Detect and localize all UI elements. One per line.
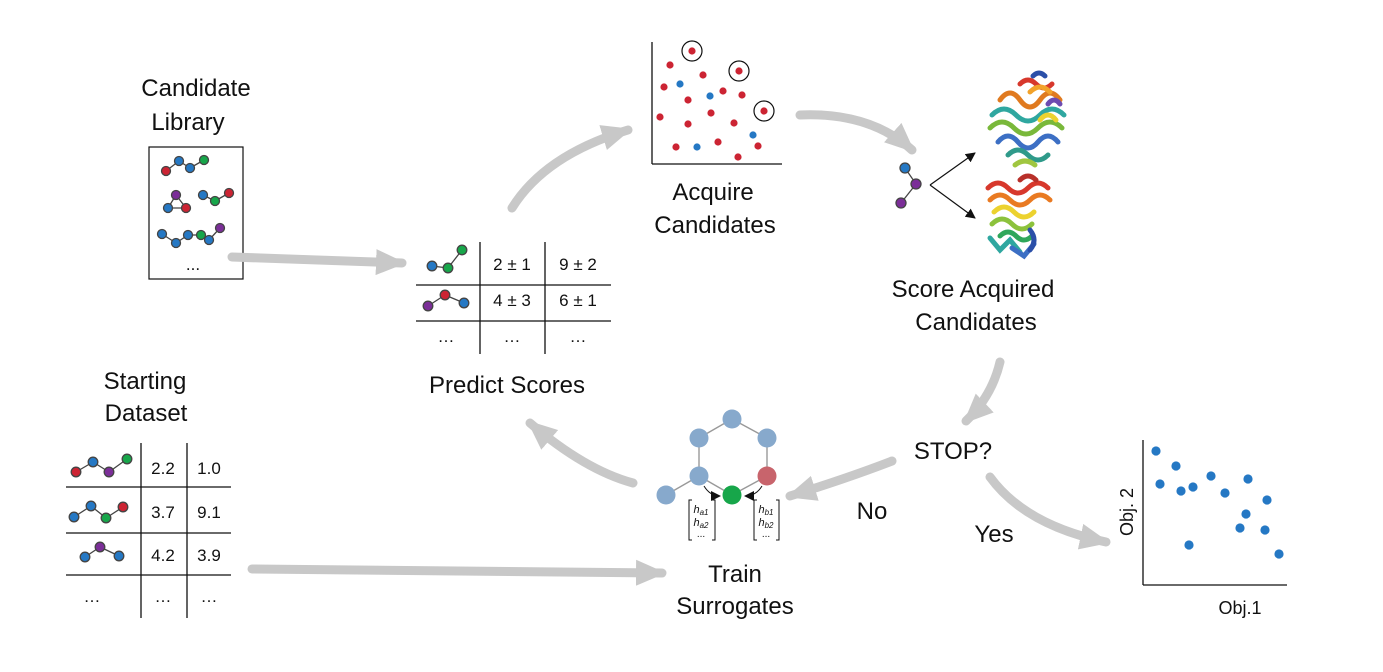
starting-dataset-section: Starting Dataset 2.2 1.0 3.7 9.1 4.2 3.9… [66,368,231,618]
molecule-graph-icon [197,187,235,207]
no-label: No [857,498,888,525]
table-cell: 3.7 [151,503,175,522]
acquire-candidates-section: Acquire Candidates [651,40,782,239]
table-cell: 1.0 [197,459,221,478]
arrow-predict-to-acquire [507,125,633,213]
train-surrogates-title-line2: Surrogates [676,593,793,620]
train-surrogates-title-line1: Train [708,561,762,588]
molecule-graph-icon [203,222,226,246]
vector-entry: ha1 [693,504,708,517]
branch-arrow [929,184,976,219]
table-cell: … [570,327,587,346]
molecule-graph-icon [426,244,468,274]
table-cell: 4 ± 3 [493,291,531,310]
table-cell: … [84,587,101,606]
pareto-xlabel: Obj.1 [1218,598,1261,618]
molecule-graph-icon [895,162,922,209]
table-cell: … [155,587,172,606]
predict-scores-label: Predict Scores [429,372,585,399]
arrow-stop-to-pareto [985,472,1111,550]
table-cell: 9.1 [197,503,221,522]
vector-entry: hb2 [758,517,774,530]
library-ellipsis: ... [186,255,200,274]
molecule-graph-icon [422,289,470,312]
arrow-stop-to-train [785,456,897,501]
table-cell: 9 ± 2 [559,255,597,274]
table-cell: 3.9 [197,546,221,565]
hidden-vector-right: hb1 hb2 ... [753,499,780,541]
branch-arrow [929,152,976,186]
starting-dataset-title-line1: Starting [104,368,187,395]
scatter-points [656,40,775,161]
candidate-library-title-line1: Candidate [141,75,250,102]
molecule-graph-icon [160,154,210,177]
pareto-plot-section: Obj.1 Obj. 2 [1117,440,1287,618]
message-arrow [703,485,721,501]
score-acquired-section: Score Acquired Candidates [892,70,1067,336]
graph-nodes [656,409,777,505]
flow-arrows [227,110,1111,586]
acquire-candidates-title-line1: Acquire [672,179,753,206]
starting-dataset-title-line2: Dataset [105,400,188,427]
vector-entry: hb1 [758,504,773,517]
table-cell: … [438,327,455,346]
table-cell: … [201,587,218,606]
arrow-dataset-to-train [247,559,667,586]
arrow-train-to-predict [525,418,638,488]
molecule-graph-icon [68,500,129,524]
stop-label: STOP? [914,438,992,465]
vector-entry: ha2 [693,517,709,530]
candidate-library-section: Candidate Library ... [141,75,251,280]
molecule-graph-icon [156,228,207,249]
pareto-ylabel: Obj. 2 [1117,488,1137,536]
score-acquired-title-line2: Candidates [915,309,1036,336]
protein-structure-icon [987,70,1067,168]
arrow-score-to-stop [961,357,1005,426]
table-cell: 2.2 [151,459,175,478]
score-acquired-title-line1: Score Acquired [892,276,1055,303]
predict-scores-section: 2 ± 1 9 ± 2 4 ± 3 6 ± 1 … … … Predict Sc… [416,242,611,399]
pareto-points [1151,446,1284,559]
message-arrow [744,485,763,501]
molecule-graph-icon [70,453,133,478]
vector-entry: ... [762,529,770,540]
graph-edges [665,418,768,496]
molecule-graph-icon [162,189,192,214]
table-cell: 4.2 [151,546,175,565]
molecule-graph-icon [79,541,125,563]
candidate-library-title-line2: Library [151,109,224,136]
yes-label: Yes [974,521,1013,548]
arrow-library-to-predict [227,249,407,276]
arrow-acquire-to-score [795,110,917,155]
table-cell: 6 ± 1 [559,291,597,310]
protein-structure-icon [985,173,1053,260]
train-surrogates-section: ha1 ha2 ... hb1 hb2 ... Train Surrogates [656,409,794,620]
vector-entry: ... [697,529,705,540]
table-cell: … [504,327,521,346]
table-cell: 2 ± 1 [493,255,531,274]
hidden-vector-left: ha1 ha2 ... [688,499,716,541]
acquire-candidates-title-line2: Candidates [654,212,775,239]
